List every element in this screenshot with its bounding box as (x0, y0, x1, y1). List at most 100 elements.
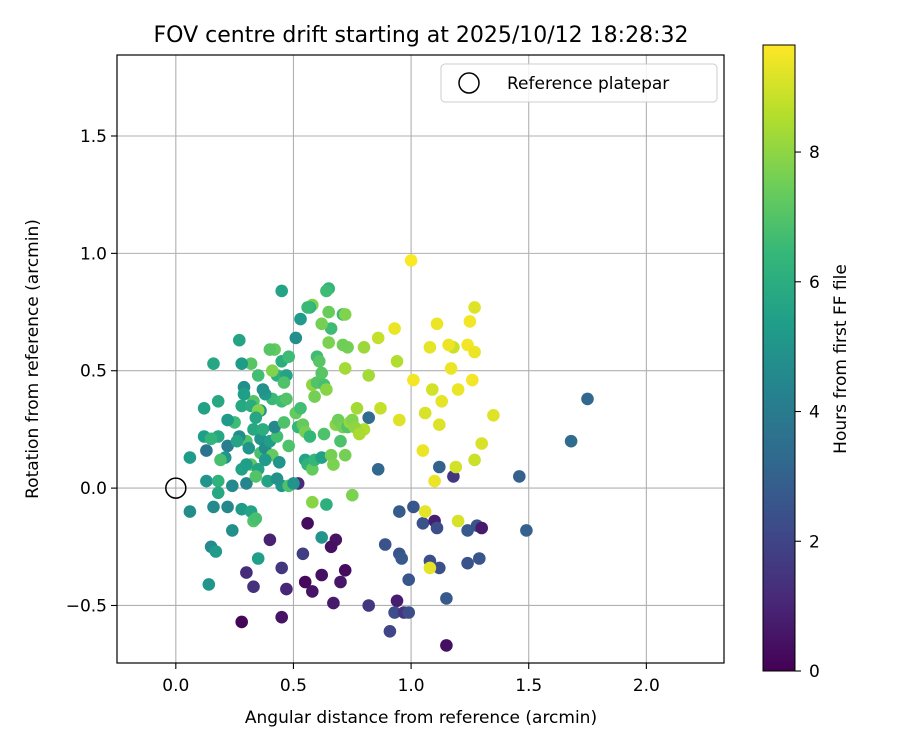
colorbar-tick-label: 6 (809, 273, 820, 293)
scatter-point (235, 615, 248, 629)
scatter-point (388, 606, 401, 619)
scatter-point (416, 444, 430, 457)
scatter-point (322, 336, 336, 349)
scatter-point (444, 362, 458, 375)
y-tick-label: 1.0 (80, 244, 107, 264)
scatter-point (207, 500, 220, 514)
scatter-point (393, 505, 406, 518)
scatter-point (423, 341, 437, 354)
x-tick-label: 2.0 (633, 676, 660, 696)
scatter-point (393, 413, 406, 427)
scatter-point (564, 434, 578, 448)
scatter-point (442, 338, 456, 352)
scatter-point (520, 524, 533, 537)
scatter-point (242, 441, 256, 455)
scatter-point (451, 514, 465, 528)
scatter-point (277, 376, 291, 389)
scatter-point (294, 402, 307, 415)
scatter-point (315, 568, 329, 582)
scatter-point (233, 333, 246, 347)
scatter-point (433, 460, 446, 474)
scatter-point (324, 448, 338, 462)
colorbar-ticks: 0 2 4 6 8 (795, 143, 820, 682)
x-tick-label: 0.5 (280, 676, 307, 696)
plot-frame (116, 54, 725, 664)
scatter-point (390, 594, 404, 608)
legend-entry-reference: Reference platepar (507, 74, 669, 94)
scatter-point (251, 369, 265, 382)
scatter-point (256, 423, 270, 436)
scatter-point (473, 552, 486, 565)
scatter-point (202, 578, 216, 591)
scatter-point (221, 439, 234, 453)
scatter-point (294, 312, 307, 326)
scatter-point (327, 596, 340, 610)
colorbar: 0 2 4 6 8 Hours from first FF file (762, 44, 851, 682)
scatter-point (270, 472, 284, 486)
scatter-point (449, 460, 463, 474)
scatter-point (211, 486, 225, 500)
scatter-point (362, 411, 376, 425)
y-tick-label: 1.5 (80, 127, 107, 147)
scatter-point (235, 399, 248, 413)
colorbar-tick-label: 8 (809, 143, 820, 163)
scatter-point (280, 392, 293, 406)
scatter-point (204, 432, 218, 446)
scatter-point (418, 406, 432, 420)
scatter-point (313, 355, 326, 368)
legend-box (440, 63, 718, 103)
scatter-point (346, 488, 359, 502)
scatter-point (338, 448, 352, 462)
scatter-point (324, 322, 338, 335)
scatter-point (320, 284, 333, 298)
scatter-point (277, 416, 291, 429)
scatter-point (338, 564, 352, 577)
scatter-point (430, 521, 444, 535)
scatter-point (353, 427, 366, 441)
scatter-point (266, 364, 279, 378)
scatter-point (334, 575, 347, 589)
scatter-point (301, 301, 314, 314)
scatter-point (211, 474, 225, 488)
scatter-point (324, 540, 338, 554)
scatter-point (426, 383, 439, 396)
scatter-point (433, 418, 446, 432)
scatter-point (306, 495, 319, 509)
scatter-point (433, 561, 446, 575)
y-axis-ticks: −0.5 0.0 0.5 1.0 1.5 (66, 127, 117, 616)
scatter-point (327, 458, 340, 471)
scatter-point (211, 395, 225, 408)
scatter-point (371, 463, 385, 476)
scatter-point (461, 524, 474, 537)
colorbar-scale (762, 44, 796, 672)
scatter-point (463, 315, 477, 328)
scatter-point (423, 561, 437, 575)
scatter-point (306, 463, 319, 476)
scatter-point (221, 500, 234, 514)
scatter-point (383, 625, 397, 638)
scatter-point (407, 500, 420, 514)
scatter-point (357, 341, 371, 354)
scatter-point (475, 437, 489, 450)
scatter-point (374, 402, 387, 415)
scatter-point (287, 477, 300, 490)
colorbar-tick-label: 0 (809, 662, 820, 682)
scatter-point (475, 521, 489, 535)
scatter-point (244, 357, 258, 371)
scatter-point (418, 505, 432, 518)
scatter-point (362, 599, 376, 612)
scatter-point (407, 373, 420, 387)
scatter-point (315, 531, 329, 544)
scatter-point (249, 470, 263, 483)
scatter-point (315, 366, 329, 380)
y-axis-label: Rotation from reference (arcmin) (23, 219, 43, 499)
scatter-point (240, 566, 253, 579)
scatter-point (183, 451, 197, 464)
scatter-point (298, 575, 312, 589)
scatter-point (468, 301, 481, 314)
scatter-point (430, 317, 444, 331)
colorbar-tick-label: 2 (809, 532, 820, 552)
scatter-point (416, 517, 430, 530)
scatter-point (273, 456, 286, 469)
